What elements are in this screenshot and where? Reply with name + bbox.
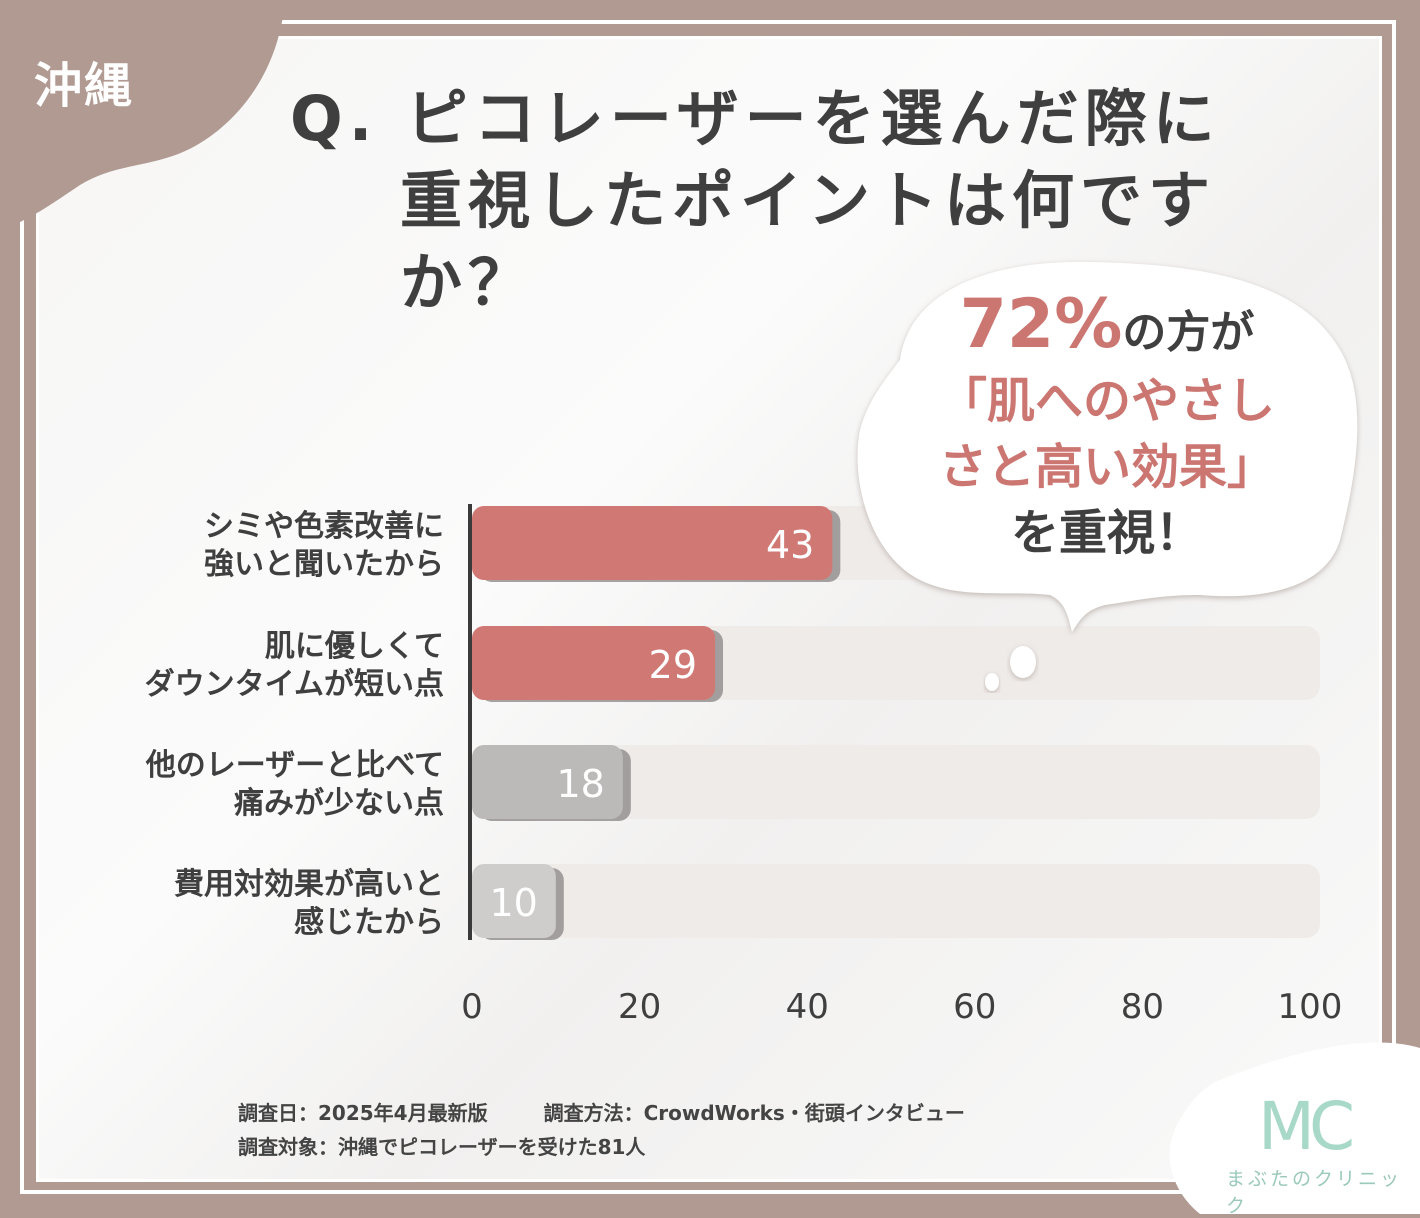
bar [472,745,623,819]
corner-blob [0,0,285,230]
category-label: シミや色素改善に [204,509,444,544]
category-label: 強いと聞いたから [204,547,444,582]
bar [472,506,833,580]
survey-method: 調査方法：CrowdWorks・街頭インタビュー [543,1101,965,1125]
x-tick-label: 0 [461,987,483,1027]
callout-line-2: 「肌へのやさし [938,373,1275,429]
title-line-1: Q. ピコレーザーを選んだ際に [290,82,1221,155]
x-tick-label: 40 [786,987,829,1027]
category-label: ダウンタイムが短い点 [145,667,444,702]
data-label: 43 [766,523,814,567]
bar [472,626,716,700]
survey-footer: 調査日：2025年4月最新版 調査方法：CrowdWorks・街頭インタビュー 調… [238,1096,965,1164]
category-label: 痛みが少ない点 [234,786,444,821]
speech-bubble [857,261,1358,691]
callout-line-3: さと高い効果」 [938,439,1275,495]
category-label: 費用対効果が高いと [174,867,444,902]
bar-track [472,864,1320,938]
bar [472,864,556,938]
callout-line-1: の方が [1122,307,1255,358]
category-label: 感じたから [294,905,444,940]
data-label: 10 [489,881,537,925]
logo-mark: MC [1258,1088,1355,1165]
x-tick-label: 20 [618,987,661,1027]
outer-frame [20,20,1396,1194]
data-label: 29 [649,643,697,687]
callout-percent: 72% [959,285,1123,364]
category-label: 他のレーザーと比べて [145,748,444,783]
x-tick-label: 60 [953,987,996,1027]
bar-track [472,745,1320,819]
survey-target: 調査対象：沖縄でピコレーザーを受けた81人 [238,1135,646,1159]
x-tick-label: 80 [1121,987,1164,1027]
region-label: 沖縄 [34,58,135,114]
data-label: 18 [556,762,604,806]
category-label: 肌に優しくて [265,629,444,664]
logo-name: まぶたのクリニック [1226,1168,1403,1217]
x-tick-label: 100 [1278,987,1343,1027]
callout-line-4: を重視！ [1010,505,1203,561]
title-line-2: 重視したポイントは何ですか？ [400,164,1217,319]
page-title: Q. ピコレーザーを選んだ際に 重視したポイントは何ですか？ [290,78,1350,324]
survey-date: 調査日：2025年4月最新版 [238,1101,488,1125]
logo-blob [1169,1042,1420,1214]
callout-text: 72%の方が 「肌へのやさし さと高い効果」 を重視！ [872,290,1342,566]
paper-panel [36,36,1382,1182]
